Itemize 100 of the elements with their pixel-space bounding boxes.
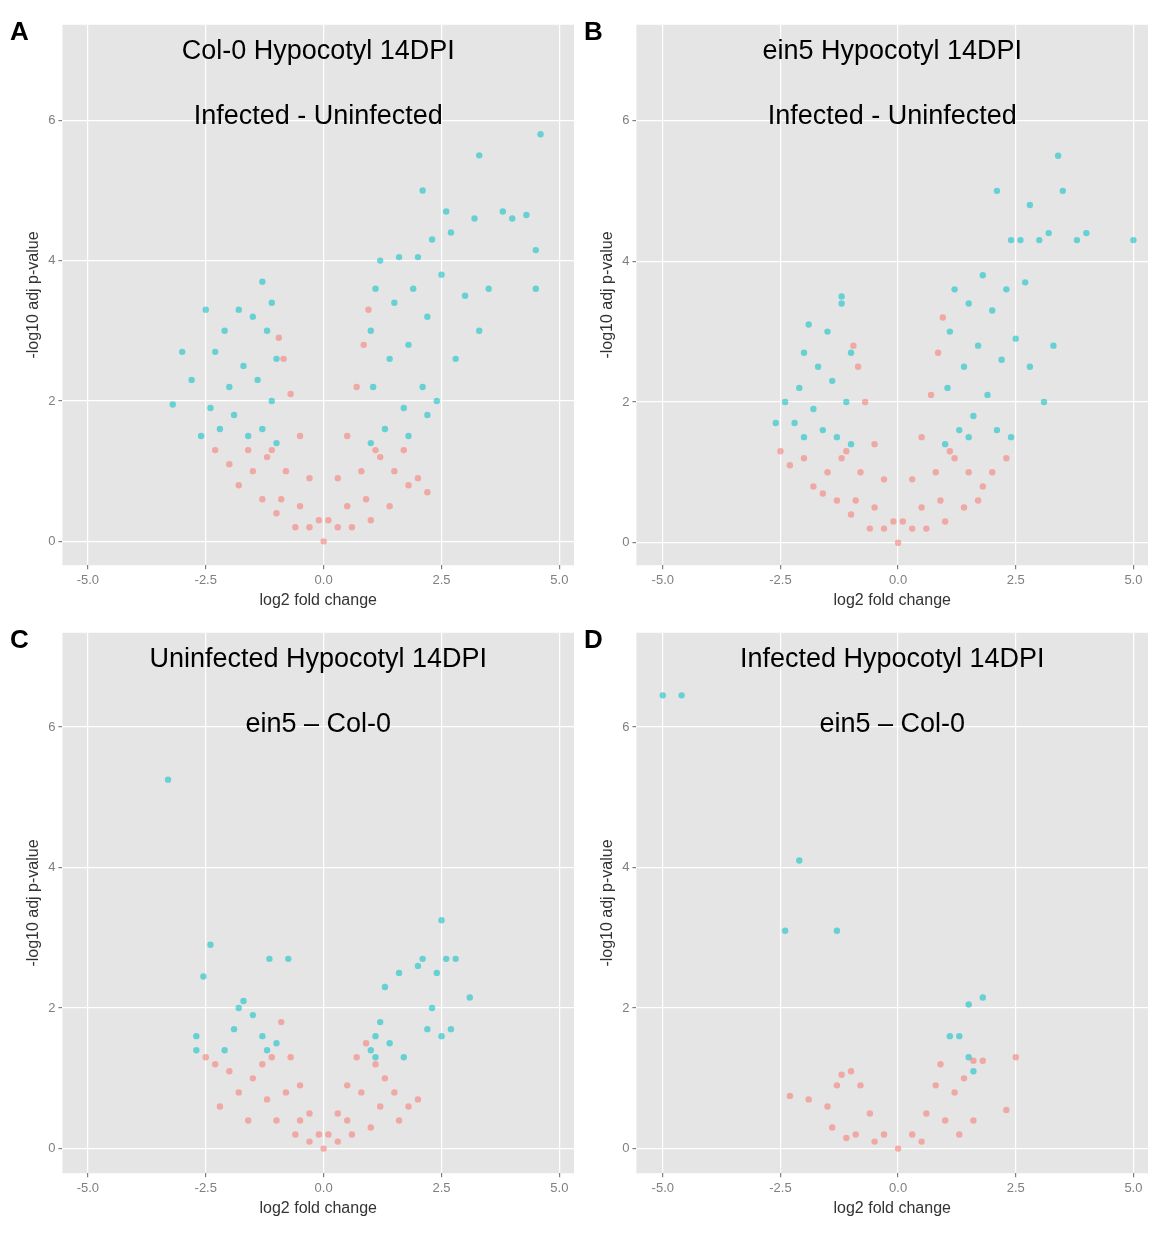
point: [226, 460, 233, 468]
point: [405, 1103, 412, 1110]
point: [678, 692, 685, 699]
point: [334, 474, 341, 482]
point: [391, 1089, 398, 1096]
point: [263, 1047, 271, 1054]
point: [871, 504, 878, 511]
chart-title: Uninfected Hypocotyl 14DPI: [149, 643, 488, 674]
point: [880, 476, 888, 483]
point: [833, 1082, 841, 1089]
point: [1026, 201, 1034, 209]
x-axis-title: log2 fold change: [259, 590, 378, 608]
point: [202, 306, 209, 313]
point: [956, 1131, 963, 1138]
point: [485, 285, 492, 292]
point: [471, 215, 478, 222]
point: [365, 306, 372, 313]
point: [254, 376, 261, 384]
point: [362, 1039, 370, 1047]
point: [287, 1054, 294, 1061]
point: [245, 1117, 252, 1124]
point: [372, 285, 379, 292]
point: [230, 411, 238, 419]
point: [240, 362, 247, 370]
point: [259, 278, 266, 285]
point: [923, 525, 930, 532]
point: [424, 313, 431, 320]
point: [1083, 229, 1090, 237]
point: [443, 208, 450, 215]
point: [810, 405, 817, 413]
y-tick-label: 0: [48, 1140, 56, 1156]
point: [433, 969, 440, 977]
point: [377, 257, 384, 264]
point: [965, 300, 972, 307]
point: [414, 474, 422, 482]
text: B: [584, 16, 603, 47]
point: [334, 524, 341, 531]
point: [367, 1047, 374, 1054]
point: [854, 363, 862, 370]
point: [369, 383, 377, 391]
point: [306, 524, 313, 531]
point: [866, 1110, 874, 1117]
point: [245, 446, 252, 454]
point: [1040, 398, 1048, 406]
point: [1073, 236, 1081, 244]
point: [306, 1138, 313, 1145]
point: [395, 253, 403, 261]
point: [951, 286, 958, 293]
point: [772, 419, 779, 427]
point: [786, 1092, 794, 1100]
point: [193, 1032, 200, 1040]
point: [433, 397, 440, 405]
point: [273, 1039, 280, 1047]
point: [951, 455, 958, 462]
point: [829, 1124, 836, 1131]
point: [979, 994, 987, 1001]
point: [852, 1131, 859, 1138]
point: [249, 467, 257, 475]
point: [824, 328, 831, 335]
point: [993, 187, 1001, 195]
point: [320, 1145, 327, 1152]
point: [424, 411, 431, 419]
point: [1026, 363, 1034, 370]
point: [537, 131, 544, 138]
point: [443, 955, 450, 963]
point: [786, 462, 794, 469]
point: [377, 1103, 384, 1110]
point: [207, 404, 214, 412]
text: C: [10, 624, 29, 655]
y-tick-label: 2: [622, 999, 630, 1015]
point: [386, 1039, 393, 1047]
point: [266, 955, 273, 963]
y-tick-label: 6: [622, 112, 630, 128]
point: [400, 446, 407, 454]
point: [358, 1089, 365, 1096]
point: [941, 440, 949, 448]
point: [1059, 187, 1067, 195]
x-tick-label: 5.0: [550, 571, 569, 587]
point: [207, 941, 214, 949]
point: [946, 448, 954, 455]
point: [275, 334, 283, 342]
point: [419, 383, 426, 391]
point: [391, 467, 398, 475]
x-tick-label: -2.5: [769, 571, 792, 587]
point: [285, 955, 292, 963]
point: [532, 285, 540, 292]
point: [320, 538, 327, 545]
point: [970, 1057, 977, 1064]
point: [292, 524, 299, 531]
chart-title: ein5 Hypocotyl 14DPI: [762, 35, 1023, 66]
point: [164, 776, 172, 783]
point: [960, 363, 968, 370]
x-tick-label: -2.5: [194, 571, 217, 587]
point: [819, 426, 826, 434]
point: [372, 1032, 379, 1040]
point: [259, 425, 266, 433]
point: [476, 327, 483, 334]
point: [781, 927, 789, 934]
point: [263, 453, 271, 461]
point: [287, 390, 294, 398]
